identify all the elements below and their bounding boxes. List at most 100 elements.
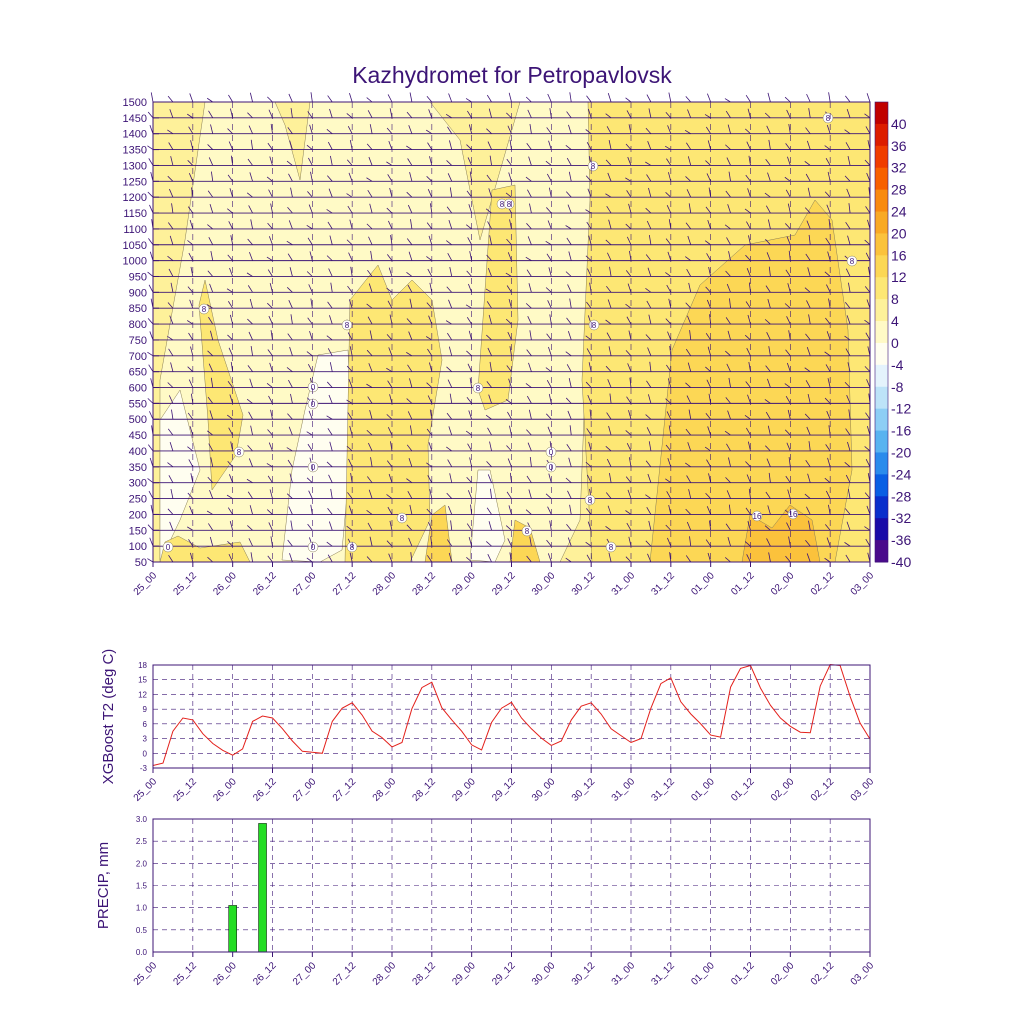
wind-barb — [368, 489, 373, 499]
wind-barb — [370, 457, 373, 467]
x-tick-label: 27_12 — [331, 960, 359, 988]
wind-barb — [446, 412, 453, 420]
wind-barb — [428, 442, 433, 452]
wind-barb — [509, 219, 512, 229]
wind-barb — [526, 429, 532, 436]
wind-barb — [467, 443, 473, 452]
wind-barb — [348, 505, 353, 515]
wind-barb — [665, 318, 672, 325]
wind-barb — [529, 536, 532, 547]
wind-barb — [827, 457, 831, 467]
wind-barb — [525, 176, 532, 182]
wind-barb — [607, 505, 612, 515]
wind-barb — [844, 335, 851, 341]
wind-barb — [268, 236, 273, 245]
x-tick-label: 26_00 — [211, 570, 239, 598]
wind-barb — [209, 536, 214, 547]
wind-barb — [369, 410, 373, 420]
wind-barb — [528, 409, 532, 420]
wind-barb — [805, 460, 811, 468]
wind-barb — [747, 441, 751, 452]
wind-barb — [468, 536, 473, 547]
wind-barb — [685, 428, 692, 436]
wind-barb — [327, 554, 333, 563]
wind-barb — [286, 160, 293, 166]
wind-barb — [785, 143, 791, 150]
y-tick-label: 1350 — [123, 145, 147, 157]
wind-barb — [826, 537, 831, 547]
wind-barb — [646, 380, 652, 388]
x-tick-label: 25_12 — [172, 570, 200, 598]
wind-barb — [229, 267, 234, 277]
wind-barb — [727, 410, 731, 420]
wind-barb — [247, 238, 253, 246]
wind-barb — [188, 332, 194, 341]
wind-barb — [347, 492, 353, 499]
wind-barb — [406, 145, 413, 150]
y-tick-label: 1100 — [123, 224, 147, 236]
wind-barb — [846, 188, 851, 198]
wind-barb — [289, 140, 293, 150]
wind-barb — [167, 255, 174, 261]
precip-bar-panel: 0.0 0.5 1.0 1.5 2.0 2.5 3.0 PRECIP, mm — [95, 815, 871, 957]
wind-barb — [585, 335, 592, 341]
wind-barb — [526, 555, 532, 563]
x-tick-label: 30_00 — [530, 960, 558, 988]
wind-barb — [508, 298, 512, 309]
wind-barb — [548, 393, 552, 404]
wind-barb — [206, 97, 213, 103]
wind-barb — [466, 270, 472, 277]
wind-barb — [648, 187, 652, 198]
wind-barb — [509, 346, 512, 356]
wind-barb — [665, 478, 672, 484]
wind-barb — [648, 441, 652, 452]
wind-barb — [724, 98, 731, 103]
wind-barb — [767, 299, 771, 309]
wind-barb — [306, 144, 313, 150]
wind-barb — [748, 488, 751, 499]
wind-barb — [249, 92, 253, 103]
wind-barb — [308, 490, 313, 499]
wind-barb — [824, 271, 831, 277]
wind-barb — [266, 176, 273, 182]
wind-barb — [626, 190, 632, 198]
wind-barb — [864, 286, 871, 293]
wind-barb — [426, 428, 433, 436]
heatmap-x-axis: 25_00 25_12 26_00 26_12 27_00 27_12 28_00 28_12… — [132, 562, 876, 598]
wind-barb — [585, 209, 592, 214]
wind-barb — [148, 444, 154, 452]
wind-barb — [547, 553, 552, 563]
wind-barb — [188, 539, 194, 547]
wind-barb — [505, 398, 512, 404]
wind-barb — [227, 460, 233, 468]
wind-barb — [170, 156, 174, 166]
colorbar-swatch — [875, 430, 888, 453]
wind-barb — [706, 299, 712, 309]
wind-barb — [409, 378, 413, 388]
colorbar-swatch — [875, 211, 888, 234]
wind-barb — [685, 96, 692, 103]
wind-barb — [685, 176, 692, 182]
wind-barb — [824, 557, 831, 563]
wind-barb — [349, 92, 353, 103]
wind-barb — [545, 240, 552, 246]
wind-barb — [466, 476, 472, 483]
wind-barb — [566, 237, 572, 245]
wind-barb — [765, 159, 771, 166]
wind-barb — [845, 474, 851, 483]
colorbar-label: -16 — [891, 423, 911, 439]
wind-barb — [290, 108, 293, 118]
wind-barb — [310, 171, 313, 182]
wind-barb — [230, 235, 234, 245]
wind-barb — [725, 397, 731, 404]
wind-barb — [487, 221, 492, 230]
y-tick-label: 550 — [129, 398, 147, 410]
x-tick-label: 28_00 — [371, 776, 399, 804]
wind-barb — [247, 491, 253, 499]
wind-barb — [367, 316, 373, 325]
wind-barb — [547, 300, 552, 309]
wind-barb — [608, 552, 612, 563]
wind-barb — [607, 252, 612, 261]
wind-barb — [429, 282, 433, 293]
contour-label-box — [605, 541, 617, 553]
